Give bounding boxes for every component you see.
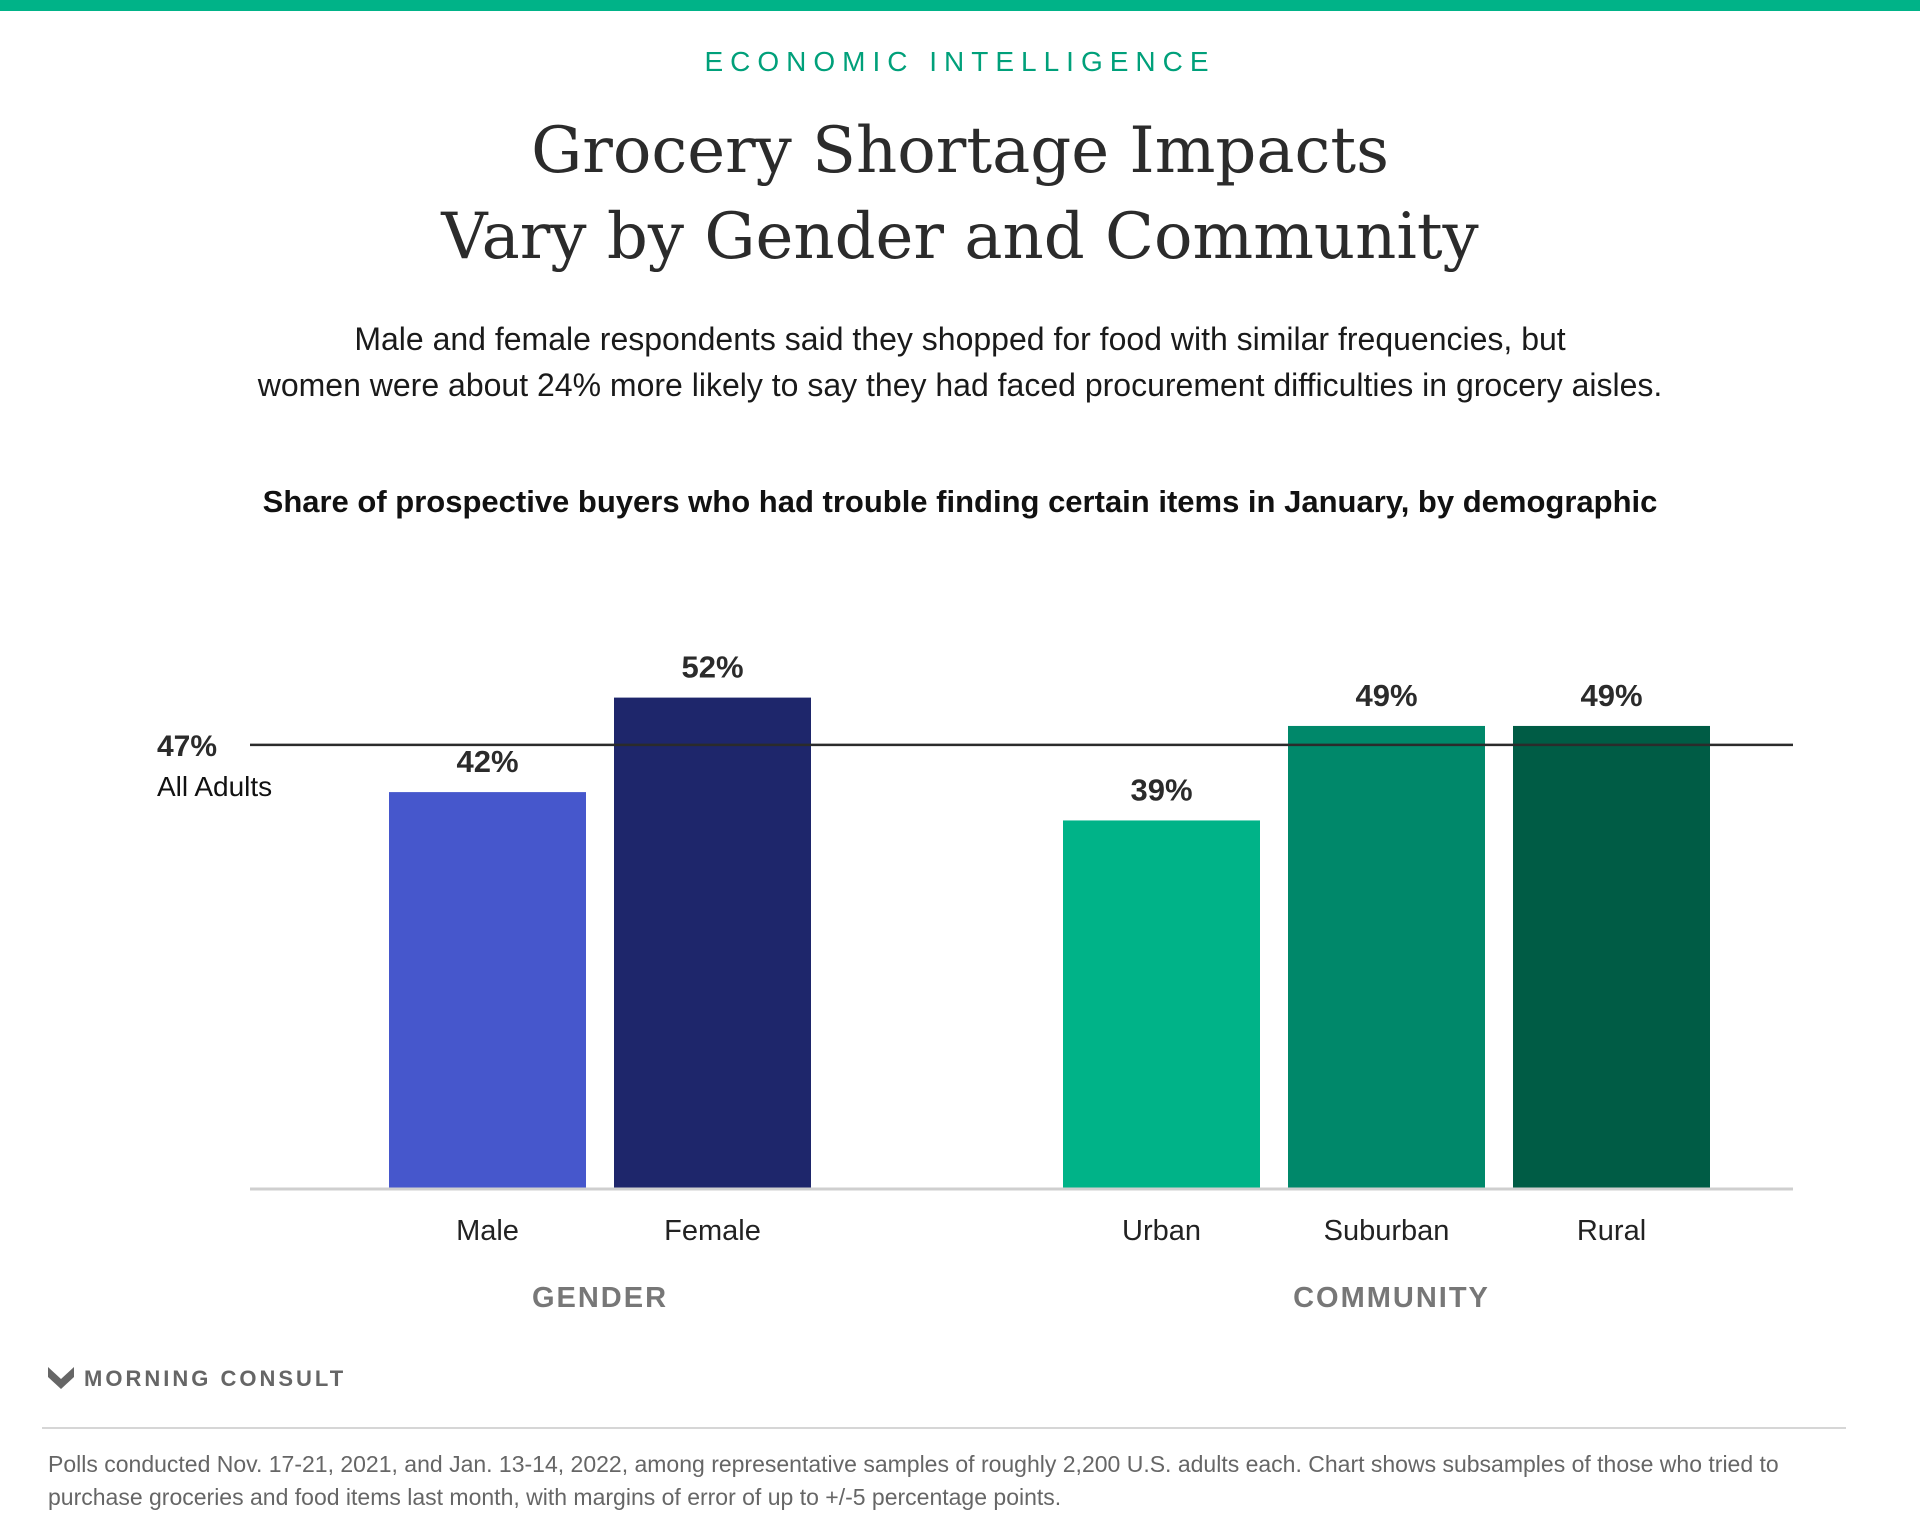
reference-value-label: 47% bbox=[157, 730, 217, 763]
data-label-urban: 39% bbox=[1130, 772, 1192, 807]
data-label-female: 52% bbox=[681, 650, 743, 685]
bar-suburban bbox=[1288, 725, 1485, 1189]
data-label-rural: 49% bbox=[1580, 678, 1642, 713]
tick-label-male: Male bbox=[456, 1215, 519, 1247]
morning-consult-logo-icon bbox=[48, 1367, 74, 1389]
bar-female bbox=[614, 697, 811, 1189]
subtitle-line-1: Male and female respondents said they sh… bbox=[354, 321, 1566, 357]
title-line-2: Vary by Gender and Community bbox=[441, 200, 1479, 274]
chart-title: Share of prospective buyers who had trou… bbox=[262, 484, 1658, 519]
brand-logo: MORNING CONSULT bbox=[48, 1366, 346, 1392]
bar-male bbox=[389, 792, 586, 1189]
data-label-suburban: 49% bbox=[1355, 678, 1417, 713]
top-accent-bar bbox=[0, 0, 1920, 11]
section-kicker: ECONOMIC INTELLIGENCE bbox=[704, 46, 1216, 77]
page-title: Grocery Shortage Impacts Vary by Gender … bbox=[0, 108, 1920, 280]
bar-rural bbox=[1513, 725, 1710, 1189]
subtitle-line-2: women were about 24% more likely to say … bbox=[257, 367, 1663, 403]
brand-name: MORNING CONSULT bbox=[84, 1366, 347, 1391]
group-label-gender: GENDER bbox=[532, 1282, 668, 1314]
tick-label-rural: Rural bbox=[1577, 1215, 1646, 1247]
title-line-1: Grocery Shortage Impacts bbox=[531, 114, 1389, 188]
group-label-community: COMMUNITY bbox=[1293, 1282, 1490, 1314]
footer-note: Polls conducted Nov. 17-21, 2021, and Ja… bbox=[48, 1451, 1779, 1510]
tick-label-suburban: Suburban bbox=[1324, 1215, 1450, 1247]
data-label-male: 42% bbox=[456, 744, 518, 779]
reference-sublabel: All Adults bbox=[157, 771, 272, 802]
bar-urban bbox=[1063, 820, 1260, 1189]
footer-divider bbox=[42, 1427, 1846, 1429]
subtitle: Male and female respondents said they sh… bbox=[0, 316, 1920, 408]
tick-label-urban: Urban bbox=[1122, 1215, 1201, 1247]
tick-label-female: Female bbox=[664, 1215, 761, 1247]
